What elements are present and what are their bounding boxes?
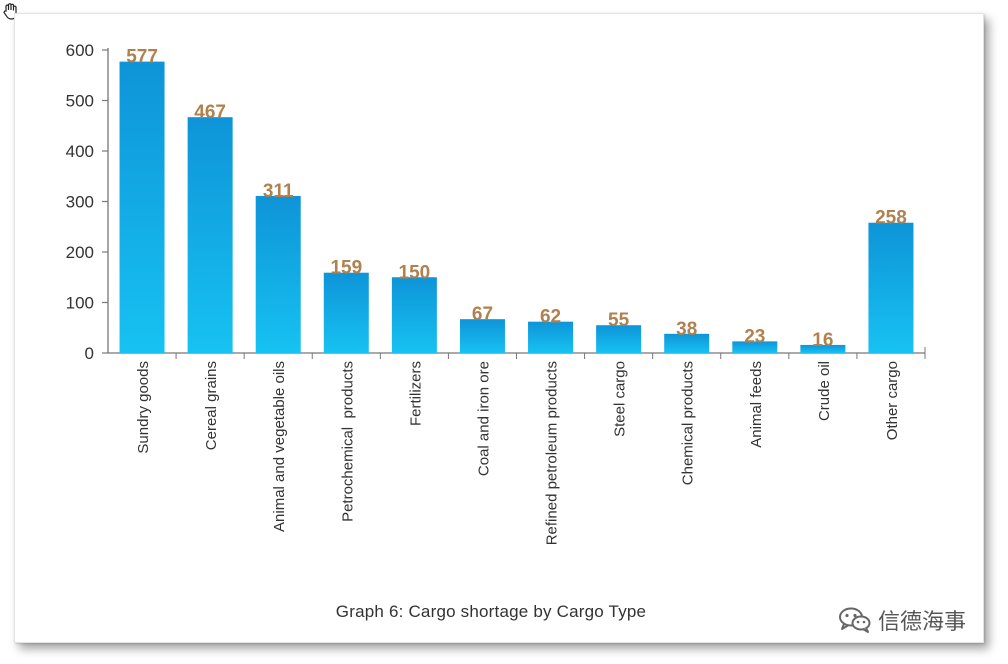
y-tick-label: 500	[66, 92, 94, 111]
bar-value-label: 258	[875, 208, 907, 229]
x-category-label: Cereal grains	[203, 361, 220, 450]
bar-value-label: 467	[194, 102, 226, 123]
x-category-label: Sundry goods	[135, 361, 152, 454]
y-tick-label: 200	[66, 243, 94, 262]
bar-value-label: 62	[540, 307, 561, 328]
bar	[596, 325, 642, 353]
bar	[459, 319, 505, 353]
x-category-label: Chemical products	[680, 361, 697, 485]
bar	[187, 117, 233, 353]
bar	[800, 344, 846, 353]
bar-value-label: 23	[744, 326, 765, 347]
watermark-text: 信德海事	[878, 609, 967, 634]
y-tick-label: 600	[66, 41, 94, 60]
chart-caption: Graph 6: Cargo shortage by Cargo Type	[335, 602, 647, 621]
bar-value-label: 150	[399, 262, 431, 283]
x-category-label: Fertilizers	[407, 361, 424, 426]
y-tick-label: 0	[85, 344, 94, 363]
bar	[664, 333, 710, 353]
watermark: 信德海事	[838, 605, 966, 635]
x-category-label: Animal and vegetable oils	[271, 361, 288, 532]
bar	[323, 272, 369, 353]
y-tick-label: 100	[66, 294, 94, 313]
bar-value-label: 311	[263, 181, 294, 202]
x-category-label: Refined petroleum products	[544, 361, 561, 545]
bar	[391, 277, 437, 353]
bar	[119, 61, 165, 354]
x-category-label: Crude oil	[816, 361, 833, 421]
y-tick-label: 300	[66, 193, 94, 212]
x-category-label: Other cargo	[884, 361, 901, 440]
bar-value-label: 55	[608, 310, 630, 331]
bar	[528, 321, 574, 353]
x-category-label: Animal feeds	[748, 361, 765, 448]
bar	[732, 341, 778, 353]
bar	[868, 222, 914, 353]
x-category-label: Coal and iron ore	[475, 361, 492, 476]
hand-cursor-icon	[3, 3, 17, 20]
bar-value-label: 16	[812, 330, 833, 351]
y-tick-label: 400	[66, 142, 94, 161]
bar-value-label: 577	[126, 47, 158, 68]
bar-value-label: 67	[472, 304, 493, 325]
bar-value-label: 38	[676, 319, 697, 340]
bar-value-label: 159	[330, 258, 362, 279]
x-category-label: Steel cargo	[612, 361, 629, 437]
x-category-label: Petrochemical products	[339, 361, 356, 522]
wechat-icon	[839, 607, 871, 633]
bar	[255, 195, 301, 353]
